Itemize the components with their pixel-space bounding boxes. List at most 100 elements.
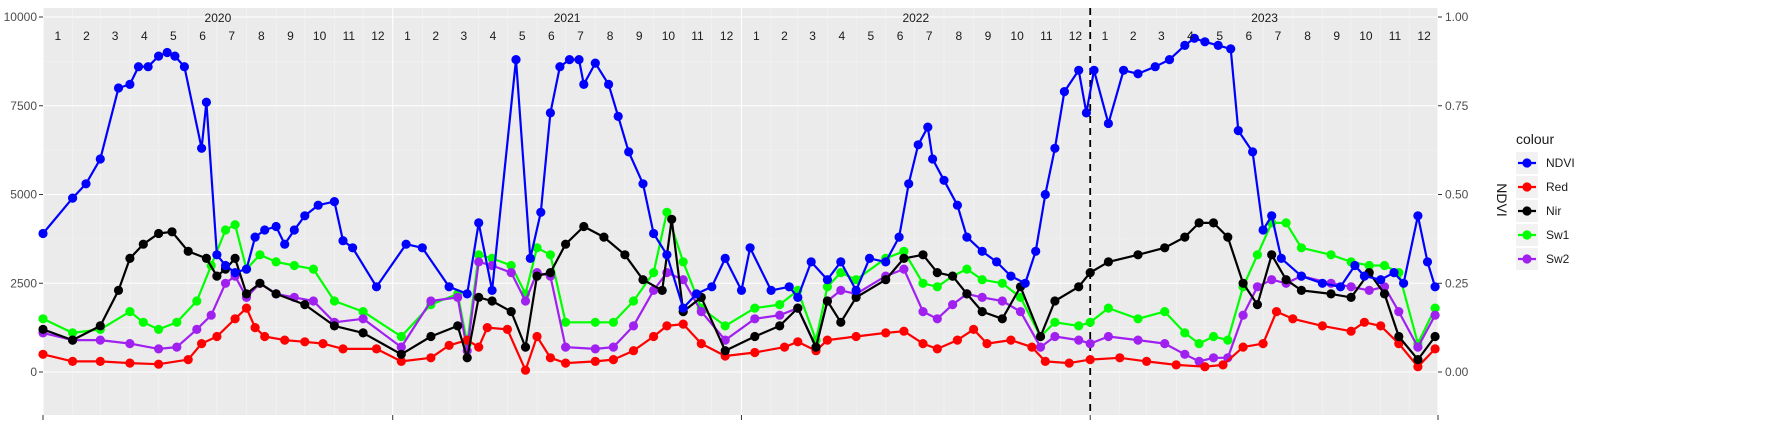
data-point-ndvi [545,108,556,118]
month-label: 4 [1187,29,1194,43]
data-point-red [1359,317,1369,327]
data-point-red [280,335,290,345]
data-point-nir [95,321,105,331]
data-point-ndvi [417,243,427,253]
data-point-sw2 [426,296,436,306]
data-point-nir [183,246,193,256]
data-point-ndvi [230,268,240,278]
series-ndvi [38,33,1440,313]
data-point-sw2 [453,292,463,302]
data-point-nir [212,271,222,281]
month-label: 6 [548,29,555,43]
data-point-sw1 [172,317,182,327]
data-point-sw2 [948,300,958,310]
month-label: 3 [112,29,119,43]
month-label: 7 [1275,29,1282,43]
data-point-sw2 [154,344,164,354]
data-point-sw2 [932,314,942,324]
data-point-red [779,342,790,352]
data-point-red [1064,358,1074,368]
data-point-sw2 [192,324,202,334]
data-point-nir [1133,250,1143,260]
data-point-nir [241,289,252,299]
data-point-ndvi [525,253,535,263]
year-label: 2021 [554,11,581,25]
legend-key-point [1522,158,1532,168]
data-point-sw2 [561,342,571,352]
data-point-sw2 [474,257,484,267]
data-point-sw1 [977,275,987,285]
data-point-ndvi [1059,87,1069,97]
data-point-ndvi [1164,55,1175,65]
data-point-sw1 [1160,307,1170,317]
data-point-nir [1238,278,1248,288]
data-point-nir [487,296,497,306]
data-point-sw1 [1074,321,1084,331]
data-point-ndvi [822,275,833,285]
month-label: 11 [691,29,704,43]
data-point-ndvi [1089,65,1099,75]
data-point-ndvi [766,285,776,295]
data-point-ndvi [95,154,105,164]
data-point-sw1 [1430,303,1440,313]
data-point-ndvi [338,236,348,246]
data-point-nir [396,349,406,359]
data-point-sw2 [899,264,909,274]
data-point-sw1 [154,324,164,334]
month-label: 12 [720,29,734,43]
data-point-sw1 [271,257,281,267]
data-point-red [696,339,706,349]
data-point-nir [230,253,240,263]
data-point-ndvi [1233,126,1243,136]
data-point-ndvi [992,257,1002,267]
data-point-red [183,355,193,365]
month-label: 4 [141,29,148,43]
data-point-sw1 [545,250,556,260]
data-point-nir [167,227,177,237]
month-label: 2 [781,29,788,43]
data-point-nir [579,221,589,232]
data-point-sw2 [506,268,516,278]
data-point-red [532,331,542,342]
data-point-sw2 [997,296,1007,306]
month-label: 1 [54,29,61,43]
data-point-sw1 [308,264,318,274]
y-tick-label: 0 [30,365,37,379]
data-point-ndvi [836,257,846,267]
data-point-nir [1281,275,1291,285]
data-point-sw1 [138,317,148,327]
legend-item-red: Red [1516,176,1568,198]
data-point-ndvi [1422,257,1433,267]
series-layer [38,33,1440,375]
data-point-red [918,339,928,349]
data-point-sw2 [608,342,619,352]
data-point-ndvi [1296,271,1306,281]
data-point-red [1115,353,1125,363]
data-point-ndvi [329,197,339,207]
data-point-ndvi [280,239,290,249]
data-point-sw1 [1194,339,1204,349]
data-point-sw1 [720,321,730,331]
data-point-nir [997,314,1007,324]
data-point-sw1 [506,260,516,271]
data-point-sw1 [932,282,942,292]
data-point-nir [113,285,124,295]
data-point-red [38,349,48,359]
data-point-ndvi [179,62,189,72]
data-point-nir [638,275,648,285]
data-point-ndvi [474,218,484,228]
data-point-ndvi [1133,69,1143,79]
data-point-sw2 [308,296,318,306]
data-point-ndvi [555,62,565,72]
data-point-ndvi [904,179,914,189]
data-point-ndvi [678,303,688,313]
data-point-nir [358,328,368,338]
data-point-sw2 [836,285,846,295]
data-point-ndvi [401,239,411,249]
data-point-nir [125,253,135,263]
data-point-red [371,344,382,354]
data-point-red [68,356,78,366]
data-point-nir [881,275,891,285]
